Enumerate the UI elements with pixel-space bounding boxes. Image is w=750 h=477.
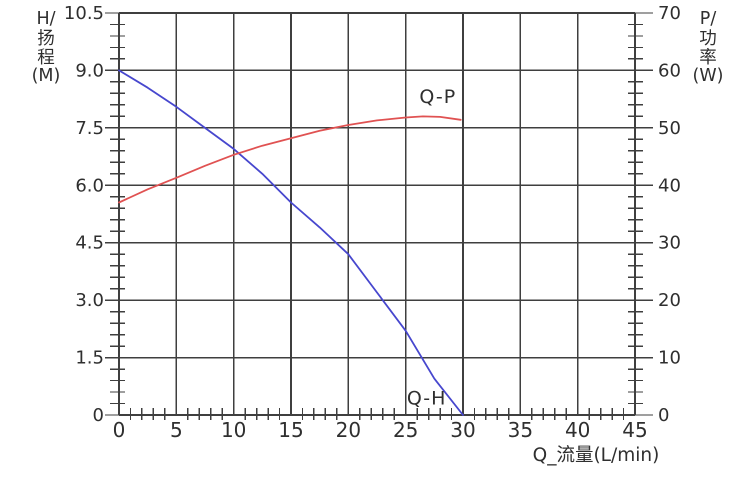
right-axis-tick-label: 40 [658,175,681,196]
x-axis-tick-label: 45 [622,418,647,442]
right-axis-tick-label: 60 [658,60,681,81]
x-axis-tick-label: 40 [565,418,590,442]
right-axis-title-line: 功 [699,29,717,49]
x-axis-title: Q_流量(L/min) [533,445,660,466]
x-axis-tick-label: 5 [170,418,183,442]
x-axis-tick-label: 30 [450,418,475,442]
x-axis-tick-label: 25 [393,418,418,442]
left-axis-title-line: 程 [37,48,55,68]
x-axis-tick-label: 15 [278,418,303,442]
left-axis-tick-label: 0 [93,405,104,426]
x-axis-tick-label: 35 [508,418,533,442]
qp-curve-label: Q-P [419,86,456,108]
axis-ticks [105,12,653,420]
x-axis-tick-label: 20 [336,418,361,442]
left-axis-tick-label: 10.5 [64,3,104,24]
left-axis-tick-label: 4.5 [75,233,104,254]
right-axis-tick-label: 10 [658,348,681,369]
left-axis-tick-label: 9.0 [75,60,104,81]
qh-curve [118,69,464,416]
right-axis-tick-label: 0 [658,405,669,426]
right-axis-tick-label: 20 [658,290,681,311]
left-axis-title-line: H/ [36,9,55,29]
left-axis-title-line: 扬 [37,29,55,49]
right-axis-tick-label: 70 [658,3,681,24]
left-axis-tick-label: 1.5 [75,348,104,369]
left-axis-title-line: (M) [32,66,61,86]
left-axis-tick-label: 7.5 [75,118,104,139]
x-axis-tick-label: 0 [113,418,126,442]
left-axis-tick-label: 6.0 [75,175,104,196]
left-axis-tick-label: 3.0 [75,290,104,311]
right-axis-tick-label: 50 [658,118,681,139]
right-axis-title-line: P/ [700,9,717,29]
qh-curve-label: Q-H [407,387,447,409]
x-axis-tick-label: 10 [221,418,246,442]
right-axis-title-line: 率 [699,48,717,68]
right-axis-title-line: (W) [693,66,724,86]
right-axis-tick-label: 30 [658,233,681,254]
qp-curve [118,115,462,204]
